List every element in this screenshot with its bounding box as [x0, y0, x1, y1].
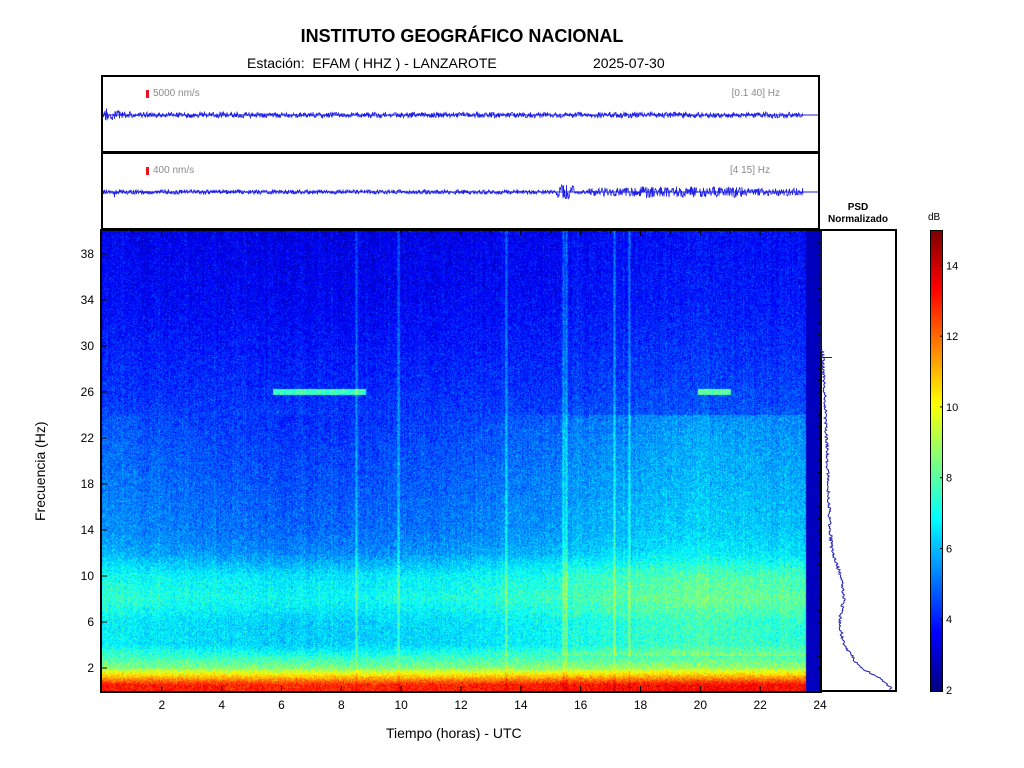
x-tick-label: 8	[338, 698, 345, 712]
colorbar-tick-label: 14	[946, 260, 958, 272]
waveform-panel-broadband: 5000 nm/s [0.1 40] Hz	[101, 75, 820, 153]
amplitude-scale-label: 5000 nm/s	[153, 88, 200, 99]
amplitude-scale-label: 400 nm/s	[153, 165, 195, 176]
x-tick-label: 14	[514, 698, 528, 712]
x-tick-label: 22	[753, 698, 767, 712]
psd-title-line1: PSD	[847, 202, 869, 213]
colorbar-tick-label: 2	[946, 685, 952, 697]
y-tick-label: 18	[81, 477, 95, 491]
y-tick-label: 26	[81, 385, 95, 399]
filter-band-label: [4 15] Hz	[729, 165, 770, 176]
colorbar-tick-label: 8	[946, 473, 952, 485]
colorbar-unit: dB	[928, 212, 941, 223]
x-tick-label: 20	[694, 698, 708, 712]
x-tick-label: 18	[634, 698, 648, 712]
waveform-trace-broadband	[103, 108, 818, 121]
y-tick-label: 10	[81, 569, 95, 583]
colorbar-tick-label: 12	[946, 331, 958, 343]
psd-curve	[820, 231, 893, 691]
psd-panel-title: PSD Normalizado	[820, 202, 896, 226]
psd-title-line2: Normalizado	[827, 214, 888, 225]
spectrogram-frame	[100, 229, 822, 693]
trace-signal	[103, 108, 804, 121]
x-axis-label: Tiempo (horas) - UTC	[386, 725, 522, 741]
y-tick-label: 6	[87, 615, 94, 629]
x-tick-label: 16	[574, 698, 588, 712]
spectrogram-heatmap	[102, 231, 820, 691]
colorbar	[930, 230, 943, 692]
y-tick-label: 38	[81, 247, 95, 261]
x-tick-label: 12	[454, 698, 468, 712]
y-tick-label: 14	[81, 523, 95, 537]
x-tick-label: 2	[158, 698, 165, 712]
psd-panel	[820, 229, 897, 692]
waveform-trace-filtered	[103, 183, 818, 200]
trace-signal	[103, 183, 804, 200]
y-tick-label: 22	[81, 431, 95, 445]
colorbar-tick-label: 10	[946, 402, 958, 414]
x-tick-label: 6	[278, 698, 285, 712]
waveform-panel-filtered: 400 nm/s [4 15] Hz	[101, 152, 820, 230]
x-tick-label: 10	[394, 698, 408, 712]
chart-title: INSTITUTO GEOGRÁFICO NACIONAL	[300, 26, 624, 46]
filter-band-label: [0.1 40] Hz	[731, 88, 780, 99]
y-tick-label: 2	[87, 661, 94, 675]
psd-curve-plot	[820, 231, 893, 691]
date-label: 2025-07-30	[593, 55, 665, 71]
colorbar-tick-label: 6	[946, 543, 952, 555]
scale-bar-marker	[146, 167, 149, 175]
y-tick-label: 34	[81, 293, 95, 307]
station-label: Estación: EFAM ( HHZ ) - LANZAROTE	[247, 55, 497, 71]
colorbar-tick-label: 4	[946, 614, 952, 626]
colorbar-axis: 2 4 6 8 10 12 14	[940, 260, 958, 697]
y-tick-label: 30	[81, 339, 95, 353]
x-tick-label: 24	[813, 698, 827, 712]
y-axis-label: Frecuencia (Hz)	[32, 421, 48, 521]
x-tick-label: 4	[218, 698, 225, 712]
scale-bar-marker	[146, 90, 149, 98]
